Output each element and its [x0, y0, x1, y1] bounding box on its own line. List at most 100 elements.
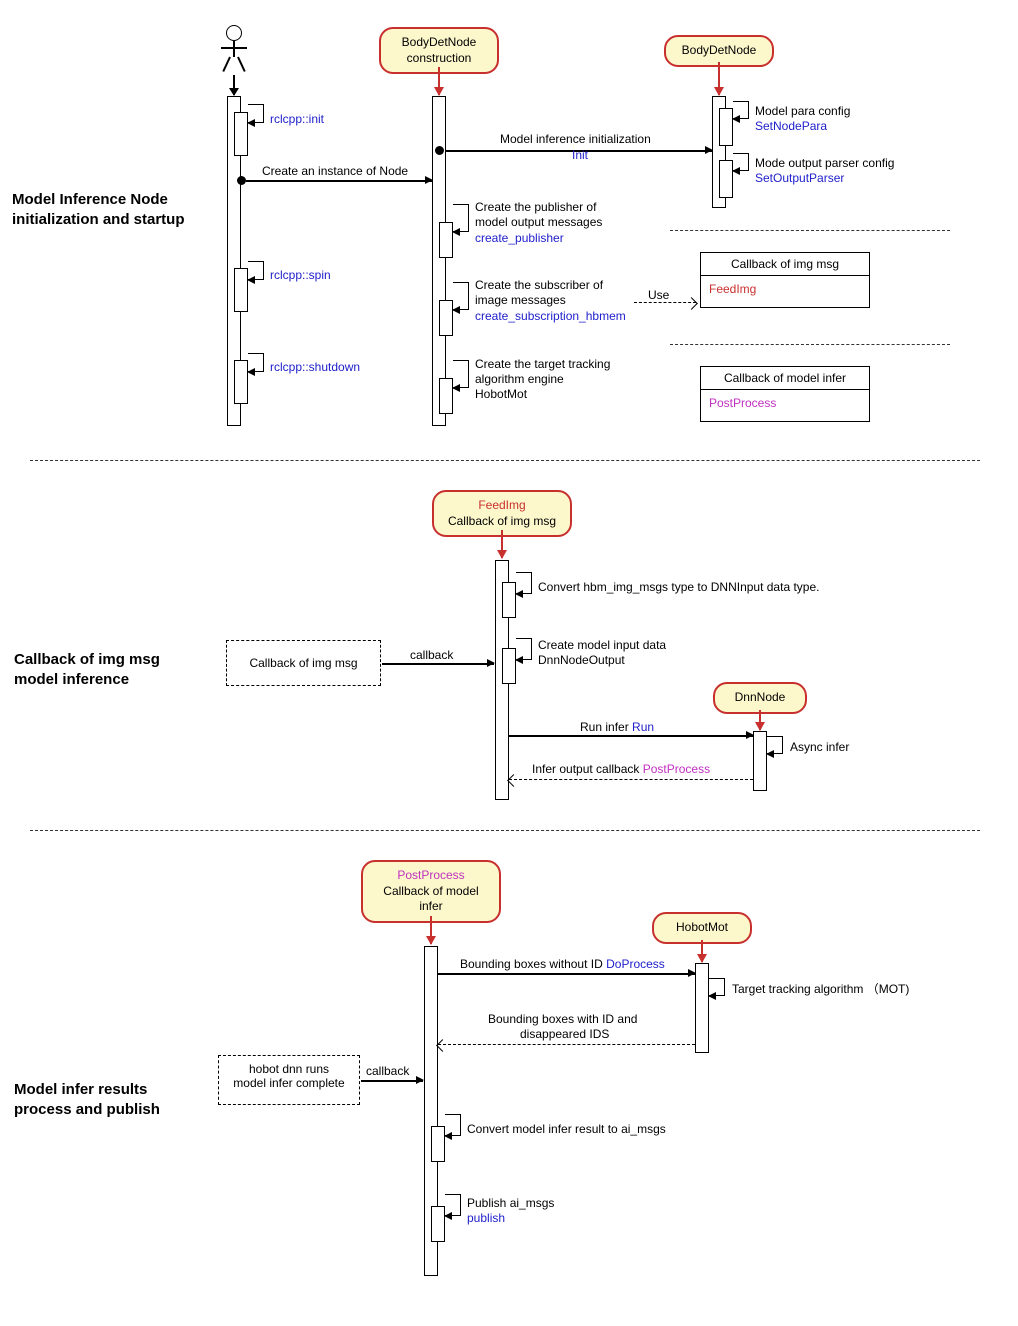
bbox-return-arrow	[438, 1044, 695, 1045]
feedimg-inner-2	[502, 648, 516, 684]
bdc-inner-3	[439, 378, 453, 414]
feedimg-red-arrow	[501, 530, 503, 558]
callback-model-box: Callback of model infer PostProcess	[700, 366, 870, 422]
bdn-activation-inner2	[719, 160, 733, 198]
section-divider-1	[30, 460, 980, 461]
run-txt: Run	[632, 720, 654, 734]
bdn-self-2	[733, 153, 749, 171]
actor-activation-3	[234, 360, 248, 404]
bdn-activation-inner1	[719, 108, 733, 146]
pp-self-1	[445, 1114, 461, 1136]
setoutputparser-label: SetOutputParser	[755, 171, 844, 187]
target-tracking-label: Target tracking algorithm （MOT)	[732, 982, 909, 998]
bbox-without-label: Bounding boxes without ID DoProcess	[460, 957, 665, 973]
rclcpp-init-label: rclcpp::init	[270, 112, 324, 128]
create-sub-l1: Create the subscriber of	[475, 278, 603, 294]
bbox-with-l1: Bounding boxes with ID and	[488, 1012, 637, 1028]
callback-img-dashed-txt: Callback of img msg	[249, 656, 357, 670]
callback-arrow-2	[361, 1080, 423, 1082]
cb-img-title: Callback of img msg	[701, 253, 869, 276]
create-sub-l2: image messages	[475, 293, 566, 309]
hobot-dnn-l1: hobot dnn runs	[225, 1062, 353, 1076]
mode-output-label: Mode output parser config	[755, 156, 894, 172]
hobot-dnn-dashed: hobot dnn runs model infer complete	[218, 1055, 360, 1105]
dnn-l1: DnnNode	[725, 690, 795, 706]
right-dash-2	[670, 344, 950, 345]
create-instance-dot	[237, 176, 246, 185]
run-infer-txt: Run infer	[580, 720, 629, 734]
callback-img-box: Callback of img msg FeedImg	[700, 252, 870, 308]
actor-self-2	[248, 261, 264, 280]
bdc-self-3	[453, 360, 469, 388]
create-input-l2: DnnNodeOutput	[538, 653, 625, 669]
create-pub-l1: Create the publisher of	[475, 200, 596, 216]
postprocess-lbl: PostProcess	[643, 762, 710, 776]
create-input-l1: Create model input data	[538, 638, 666, 654]
actor	[225, 25, 243, 71]
postprocess-txt: PostProcess	[701, 390, 869, 416]
rclcpp-shutdown-label: rclcpp::shutdown	[270, 360, 360, 376]
pp-l3: infer	[373, 899, 489, 915]
pp-inner-1	[431, 1126, 445, 1162]
create-subscription-label: create_subscription_hbmem	[475, 309, 626, 325]
callback-label-1: callback	[410, 648, 453, 664]
dnn-self	[767, 736, 783, 754]
init-dot	[435, 146, 444, 155]
pp-l1: PostProcess	[373, 868, 489, 884]
actor-self-1	[248, 104, 264, 123]
feedimg-inner-1	[502, 582, 516, 618]
actor-activation-1	[234, 112, 248, 156]
section3-title: Model infer resultsprocess and publish	[14, 1080, 214, 1119]
callback-img-dashed: Callback of img msg	[226, 640, 381, 686]
feedimg-self-2	[516, 638, 532, 660]
section2-title: Callback of img msgmodel inference	[14, 650, 214, 689]
convert-result-label: Convert model infer result to ai_msgs	[467, 1122, 666, 1138]
bbox-with-l2: disappeared IDS	[520, 1027, 609, 1043]
dnn-node: DnnNode	[713, 682, 807, 714]
pp-self-2	[445, 1194, 461, 1216]
bdc-l2: construction	[391, 51, 487, 67]
pp-red-arrow	[430, 916, 432, 944]
bdn-self-1	[733, 101, 749, 119]
create-publisher-label: create_publisher	[475, 231, 564, 247]
doprocess-arrow	[438, 973, 695, 975]
create-pub-l2: model output messages	[475, 215, 602, 231]
hm-self	[709, 978, 725, 996]
feedimg-self-1	[516, 572, 532, 594]
pp-l2: Callback of model	[373, 884, 489, 900]
publish-label: publish	[467, 1211, 505, 1227]
create-target-l3: HobotMot	[475, 387, 527, 403]
setnodepara-label: SetNodePara	[755, 119, 827, 135]
dnn-red-arrow	[759, 710, 761, 730]
postprocess-node: PostProcess Callback of model infer	[361, 860, 501, 923]
run-infer-label: Run infer Run	[580, 720, 654, 736]
feedimg-txt: FeedImg	[701, 276, 869, 302]
callback-label-2: callback	[366, 1064, 409, 1080]
publish-aimsg-label: Publish ai_msgs	[467, 1196, 554, 1212]
use-label: Use	[648, 288, 669, 304]
bdc-self-1	[453, 204, 469, 232]
s1-title-l1: Model Inference Nodeinitialization and s…	[12, 191, 185, 228]
section-divider-2	[30, 830, 980, 831]
actor-activation-2	[234, 268, 248, 312]
postprocess-return-arrow	[509, 779, 753, 780]
create-instance-arrow	[246, 180, 432, 182]
cb-model-title: Callback of model infer	[701, 367, 869, 390]
bdc-self-2	[453, 282, 469, 310]
hm-red-arrow	[701, 940, 703, 962]
right-dash-1	[670, 230, 950, 231]
s2-title: Callback of img msgmodel inference	[14, 651, 160, 688]
dnn-activation	[753, 731, 767, 791]
hm-l1: HobotMot	[664, 920, 740, 936]
feedimg-l2: Callback of img msg	[444, 514, 560, 530]
convert-hbm-label: Convert hbm_img_msgs type to DNNInput da…	[538, 580, 819, 596]
bdn-red-arrow	[718, 62, 720, 95]
actor-self-3	[248, 353, 264, 372]
bdc-inner-1	[439, 222, 453, 258]
init-label: Init	[572, 148, 588, 164]
infer-output-label: Infer output callback PostProcess	[532, 762, 710, 778]
actor-arrow	[233, 75, 235, 95]
doprocess-txt: DoProcess	[606, 957, 665, 971]
async-infer-label: Async infer	[790, 740, 849, 756]
hm-activation	[695, 963, 709, 1053]
